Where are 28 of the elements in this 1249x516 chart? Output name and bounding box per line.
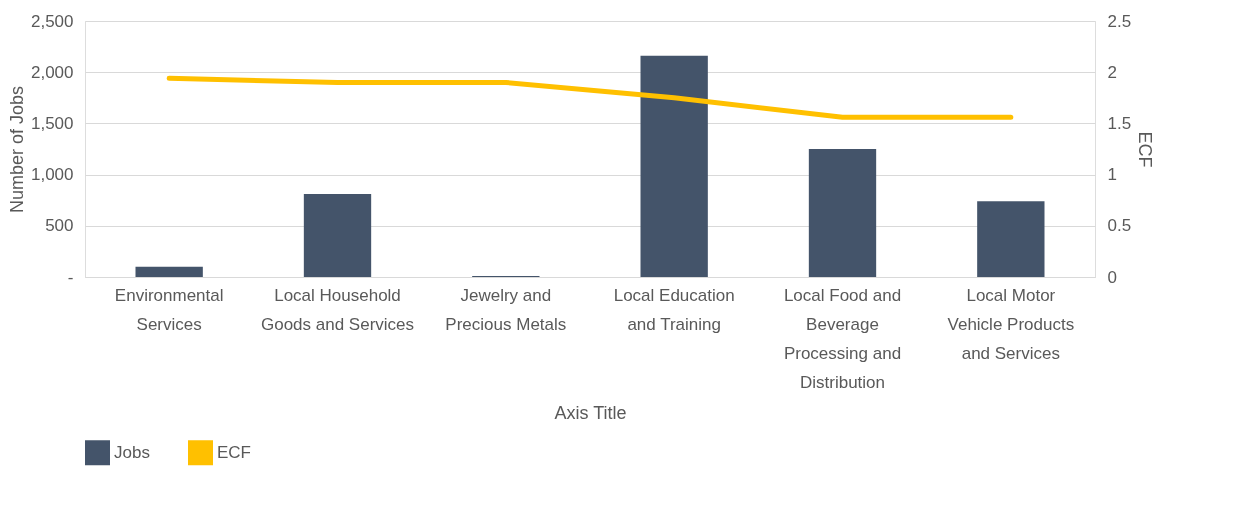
y2-tick-label: 2 [1107,62,1117,82]
y2-tick-label: 1 [1107,165,1117,185]
bar [977,201,1045,277]
y2-tick-label: 0.5 [1107,216,1132,236]
x-tick-label: Environmental Services [114,285,224,334]
bar [135,266,203,277]
x-tick-label: Jewelry and Precious Metals [445,285,567,334]
y2-tick-label: 2.5 [1107,11,1132,31]
bar [303,194,372,277]
y-tick-label: - [67,267,74,287]
y-tick-label: 2,000 [30,62,74,82]
bar [808,149,877,277]
y2-axis-title: ECF [1135,131,1156,168]
y-tick-label: 1,500 [30,113,74,133]
bar [640,55,708,277]
legend-label: Jobs [114,442,150,462]
x-axis-title: Axis Title [554,402,627,423]
x-tick-label: Local Motor Vehicle Products and Services [947,285,1075,363]
y-tick-label: 2,500 [30,11,74,31]
x-tick-label: Local Education and Training [613,285,735,334]
y-tick-label: 500 [45,216,74,236]
y2-tick-label: 1.5 [1107,113,1132,133]
x-tick-label: Local Food and Beverage Processing and Distribution [783,285,902,392]
y-tick-label: 1,000 [30,165,74,185]
y2-tick-label: 0 [1107,267,1117,287]
y-axis-title: Number of Jobs [6,85,27,214]
legend-label: ECF [217,442,251,462]
x-tick-label: Local Household Goods and Services [260,285,415,334]
